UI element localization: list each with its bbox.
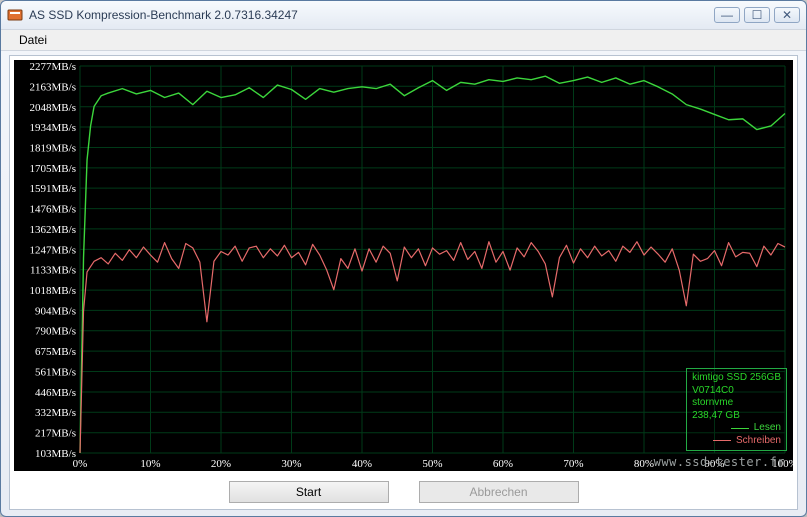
svg-text:103MB/s: 103MB/s <box>35 448 76 460</box>
svg-text:1018MB/s: 1018MB/s <box>30 285 76 297</box>
legend-series-label: Lesen <box>754 422 781 435</box>
svg-text:30%: 30% <box>281 458 301 470</box>
button-row: Start Abbrechen <box>10 475 797 509</box>
svg-text:1247MB/s: 1247MB/s <box>30 244 76 256</box>
legend-series-label: Schreiben <box>736 435 781 448</box>
svg-text:904MB/s: 904MB/s <box>35 305 76 317</box>
app-window: AS SSD Kompression-Benchmark 2.0.7316.34… <box>0 0 807 517</box>
start-button[interactable]: Start <box>229 481 389 503</box>
svg-text:60%: 60% <box>493 458 513 470</box>
client-area: 103MB/s 217MB/s 332MB/s 446MB/s 561MB/s 675MB… <box>9 55 798 510</box>
svg-text:217MB/s: 217MB/s <box>35 428 76 440</box>
svg-text:790MB/s: 790MB/s <box>35 326 76 338</box>
window-title: AS SSD Kompression-Benchmark 2.0.7316.34… <box>29 8 714 22</box>
svg-text:40%: 40% <box>352 458 372 470</box>
titlebar[interactable]: AS SSD Kompression-Benchmark 2.0.7316.34… <box>1 1 806 29</box>
svg-text:50%: 50% <box>422 458 442 470</box>
svg-text:100%: 100% <box>772 458 793 470</box>
svg-text:1705MB/s: 1705MB/s <box>30 163 76 175</box>
svg-text:1133MB/s: 1133MB/s <box>30 265 76 277</box>
compression-chart: 103MB/s 217MB/s 332MB/s 446MB/s 561MB/s 675MB… <box>14 60 793 471</box>
svg-text:2277MB/s: 2277MB/s <box>30 61 76 73</box>
svg-text:1362MB/s: 1362MB/s <box>30 224 76 236</box>
abort-button[interactable]: Abbrechen <box>419 481 579 503</box>
svg-text:80%: 80% <box>634 458 654 470</box>
svg-text:675MB/s: 675MB/s <box>35 346 76 358</box>
minimize-button[interactable]: — <box>714 7 740 23</box>
svg-text:2163MB/s: 2163MB/s <box>30 81 76 93</box>
svg-text:1476MB/s: 1476MB/s <box>30 204 76 216</box>
close-button[interactable]: ✕ <box>774 7 800 23</box>
chart-area: 103MB/s 217MB/s 332MB/s 446MB/s 561MB/s 675MB… <box>14 60 793 471</box>
legend-series-row: Lesen <box>692 422 781 435</box>
app-icon <box>7 7 23 23</box>
svg-text:70%: 70% <box>563 458 583 470</box>
legend-device-info: kimtigo SSD 256GB V0714C0 stornvme 238,4… <box>692 372 781 422</box>
svg-text:446MB/s: 446MB/s <box>35 387 76 399</box>
legend-swatch <box>713 440 731 441</box>
svg-text:0%: 0% <box>73 458 88 470</box>
svg-text:1934MB/s: 1934MB/s <box>30 122 76 134</box>
window-controls: — ☐ ✕ <box>714 7 800 23</box>
menubar: Datei <box>1 29 806 51</box>
svg-text:10%: 10% <box>140 458 160 470</box>
maximize-button[interactable]: ☐ <box>744 7 770 23</box>
svg-text:1591MB/s: 1591MB/s <box>30 183 76 195</box>
svg-text:332MB/s: 332MB/s <box>35 407 76 419</box>
svg-text:1819MB/s: 1819MB/s <box>30 143 76 155</box>
svg-text:90%: 90% <box>704 458 724 470</box>
legend-series-row: Schreiben <box>692 435 781 448</box>
svg-text:561MB/s: 561MB/s <box>35 366 76 378</box>
svg-text:2048MB/s: 2048MB/s <box>30 102 76 114</box>
legend-swatch <box>731 428 749 429</box>
svg-text:20%: 20% <box>211 458 231 470</box>
menu-file[interactable]: Datei <box>11 31 55 49</box>
legend: kimtigo SSD 256GB V0714C0 stornvme 238,4… <box>686 368 787 451</box>
